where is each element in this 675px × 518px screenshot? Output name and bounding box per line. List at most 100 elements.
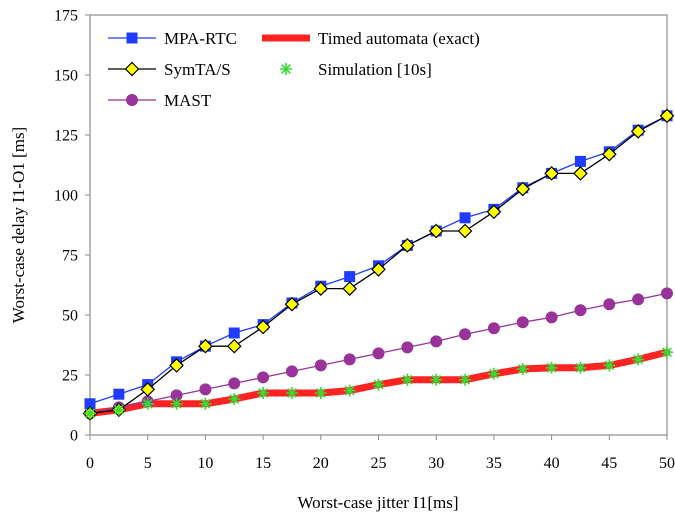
x-tick-label: 30 xyxy=(428,455,444,472)
data-point xyxy=(372,378,385,391)
data-point xyxy=(198,338,213,354)
data-point xyxy=(632,353,645,366)
data-point xyxy=(314,387,327,399)
x-tick-label: 0 xyxy=(86,455,94,472)
legend-swatch xyxy=(280,63,292,75)
data-point xyxy=(228,377,241,390)
data-point xyxy=(574,304,587,317)
legend-entry: MPA-RTC xyxy=(108,29,237,48)
data-point xyxy=(343,384,356,397)
data-point xyxy=(284,296,300,312)
data-point xyxy=(516,363,529,375)
y-tick-label: 100 xyxy=(54,188,78,205)
data-point xyxy=(285,387,298,399)
data-point xyxy=(659,108,675,124)
data-point xyxy=(257,387,270,399)
data-point xyxy=(459,373,472,386)
data-point xyxy=(487,322,500,335)
y-tick-label: 150 xyxy=(54,68,78,85)
data-point xyxy=(141,397,154,410)
data-point xyxy=(459,328,472,341)
data-point xyxy=(573,166,588,181)
data-point xyxy=(428,223,444,239)
data-point xyxy=(169,358,184,373)
legend: MPA-RTC SymTA/S MAST Timed automata (exact)… xyxy=(108,29,480,110)
legend-marker xyxy=(126,94,138,106)
x-tick-label: 45 xyxy=(601,455,617,472)
x-tick-label: 5 xyxy=(144,455,152,472)
y-tick-label: 25 xyxy=(62,368,78,385)
data-point xyxy=(257,371,270,384)
data-point xyxy=(574,361,587,374)
data-point xyxy=(112,403,125,416)
x-tick-label: 20 xyxy=(313,455,329,472)
data-point xyxy=(140,382,156,397)
data-point xyxy=(228,393,241,405)
data-point xyxy=(371,262,386,277)
series-group xyxy=(82,108,675,421)
legend-entry: MAST xyxy=(108,91,212,110)
data-point xyxy=(661,346,673,359)
x-tick-label: 40 xyxy=(544,455,560,472)
data-point xyxy=(228,327,240,339)
data-point xyxy=(545,361,558,374)
data-point xyxy=(113,388,125,400)
series-symta-s xyxy=(82,108,675,421)
legend-label: MAST xyxy=(164,91,212,110)
x-tick-label: 25 xyxy=(371,455,387,472)
x-axis-title: Worst-case jitter I1[ms] xyxy=(297,493,458,512)
x-tick-label: 50 xyxy=(659,455,675,472)
y-tick-label: 75 xyxy=(62,248,78,265)
data-point xyxy=(661,287,673,300)
data-point xyxy=(285,365,298,378)
y-axis-title: Worst-case delay I1-O1 [ms] xyxy=(9,127,28,323)
axis-ticks: 0 25 50 75 100 125 150 175 0 5 10 15 20 25 30 35 40 45 50 xyxy=(54,8,675,473)
legend-entry: Timed automata (exact) xyxy=(262,29,480,48)
data-point xyxy=(84,407,96,420)
data-point xyxy=(603,298,616,311)
data-point xyxy=(255,319,271,335)
legend-entry: Simulation [10s] xyxy=(280,60,432,79)
data-point xyxy=(632,293,645,306)
data-point xyxy=(486,204,502,220)
legend-label: SymTA/S xyxy=(164,60,231,79)
data-point xyxy=(226,338,242,354)
series-simulation-10s xyxy=(84,346,673,420)
data-point xyxy=(343,353,356,366)
data-point xyxy=(544,166,559,181)
data-point xyxy=(457,223,473,239)
data-point xyxy=(401,373,414,386)
data-point xyxy=(344,271,356,283)
data-point xyxy=(170,397,183,410)
legend-label: Timed automata (exact) xyxy=(318,29,480,48)
data-point xyxy=(430,373,443,386)
y-tick-label: 125 xyxy=(54,128,78,145)
data-point xyxy=(545,311,558,324)
data-point xyxy=(603,359,616,372)
legend-marker xyxy=(126,32,138,44)
x-tick-label: 10 xyxy=(197,455,213,472)
data-point xyxy=(487,367,500,380)
data-point xyxy=(401,341,414,354)
data-point xyxy=(372,347,385,360)
data-point xyxy=(314,359,327,372)
x-tick-label: 35 xyxy=(486,455,502,472)
x-tick-label: 15 xyxy=(255,455,271,472)
data-point xyxy=(574,155,586,167)
y-tick-label: 50 xyxy=(62,308,78,325)
data-point xyxy=(430,335,443,348)
legend-marker xyxy=(124,61,140,77)
data-point xyxy=(515,181,531,197)
data-point xyxy=(313,281,329,296)
data-point xyxy=(199,383,212,396)
data-point xyxy=(601,146,617,162)
legend-label: Simulation [10s] xyxy=(318,60,432,79)
legend-label: MPA-RTC xyxy=(164,29,237,48)
data-point xyxy=(400,238,415,253)
data-point xyxy=(516,316,529,329)
y-tick-label: 175 xyxy=(54,8,78,25)
data-point xyxy=(459,212,471,224)
data-point xyxy=(342,281,357,296)
legend-entry: SymTA/S xyxy=(108,60,231,79)
